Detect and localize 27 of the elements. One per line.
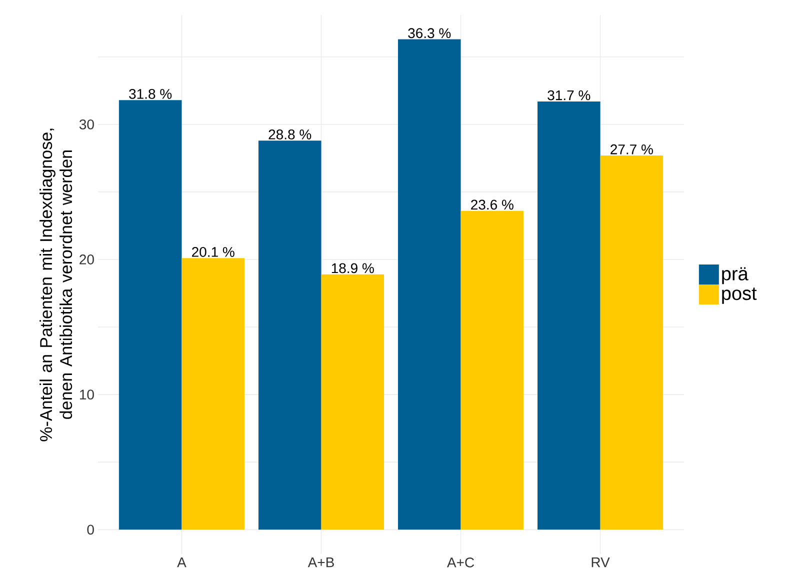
bar (258, 140, 322, 530)
bar (182, 258, 245, 530)
data-label: 18.9 % (332, 263, 374, 274)
x-tick-label: A+C (446, 558, 474, 568)
bar (600, 155, 664, 530)
y-tick-label: 10 (80, 390, 94, 400)
data-label: 28.8 % (268, 130, 312, 140)
bar (460, 210, 524, 530)
data-label: 20.1 % (192, 247, 234, 257)
bar (321, 274, 384, 530)
x-tick-label: RV (592, 558, 610, 568)
bar (398, 39, 461, 530)
y-tick-label: 30 (79, 119, 94, 130)
y-tick-label: 20 (80, 254, 94, 264)
data-label: 36.3 % (408, 28, 451, 38)
data-label: 31.7 % (548, 90, 590, 100)
legend-label: prä (722, 267, 748, 284)
data-label: 23.6 % (471, 200, 514, 210)
data-label: 27.7 % (610, 144, 653, 154)
y-axis-title: %-Anteil an Patienten mit Indexdiagnose, denen Antibiotika verordnet werden (40, 128, 72, 442)
x-tick-label: A+B (308, 558, 334, 568)
bar (538, 101, 600, 530)
bar (118, 100, 182, 530)
data-label: 31.8 % (129, 88, 172, 99)
legend-label: post (722, 288, 757, 304)
x-tick-label: A (177, 558, 186, 568)
y-tick-label: 0 (87, 524, 94, 535)
